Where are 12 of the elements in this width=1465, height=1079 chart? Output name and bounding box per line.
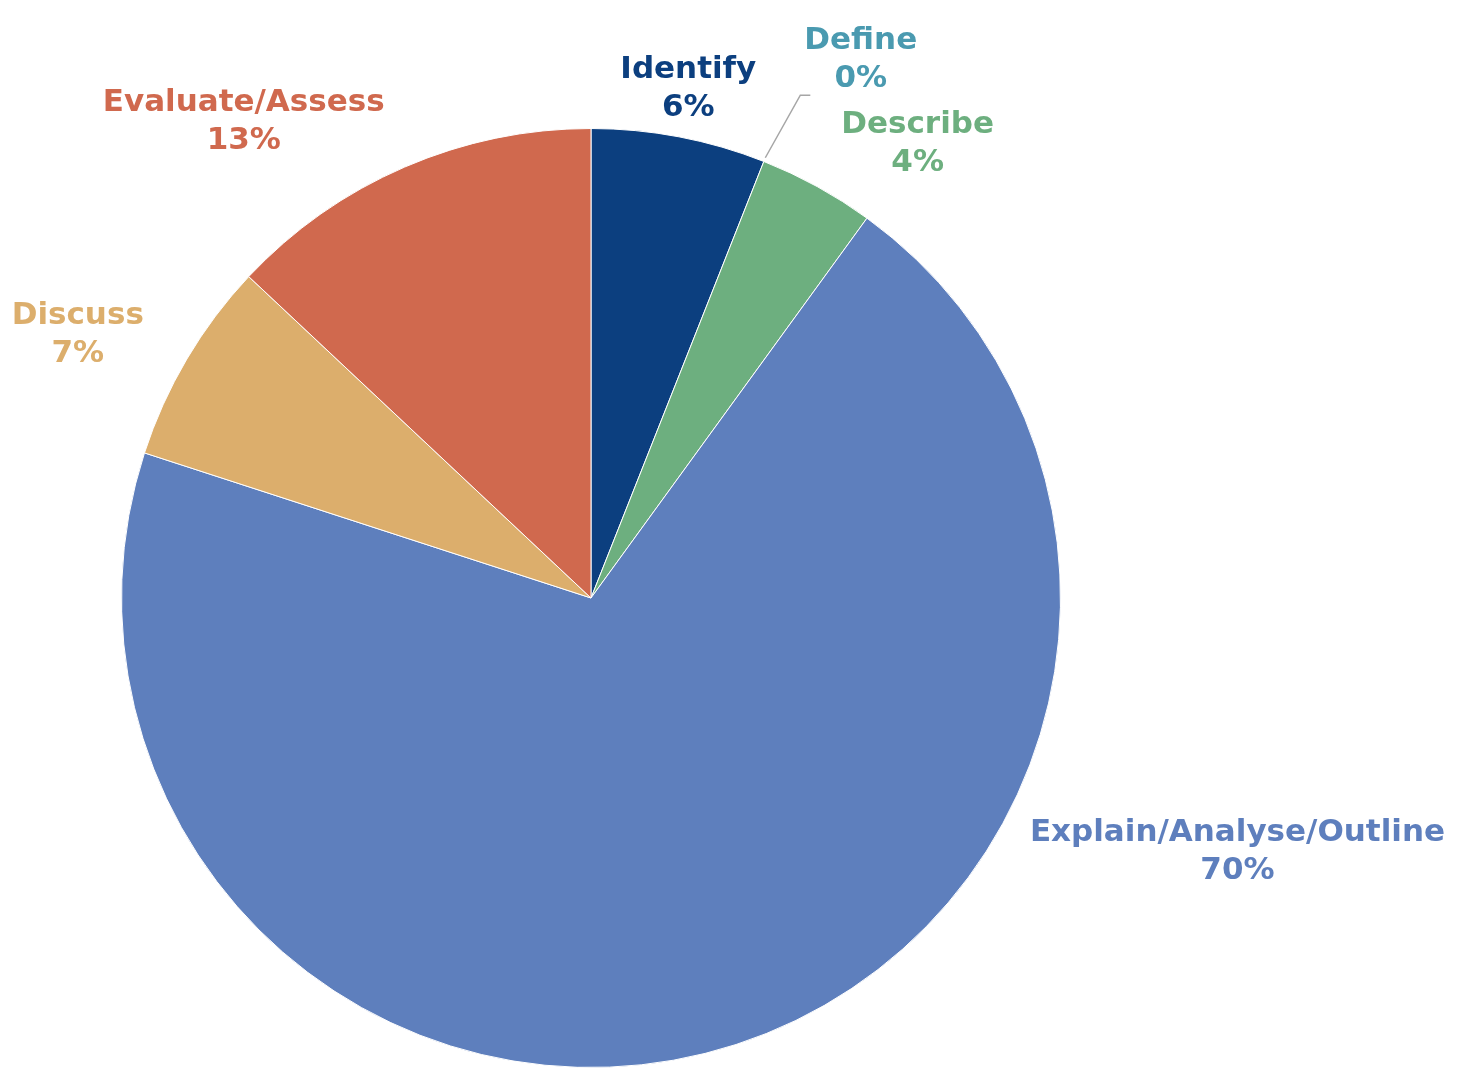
data-label: 6% bbox=[662, 86, 715, 123]
slice-label: Explain/Analyse/Outline bbox=[1029, 812, 1445, 849]
category-label: Define bbox=[804, 20, 918, 57]
data-label: 70% bbox=[1200, 850, 1275, 887]
slice-label: Evaluate/Assess bbox=[102, 82, 385, 119]
slice-label: Describe bbox=[841, 103, 994, 140]
text: 0% bbox=[834, 58, 888, 95]
data-label: 4% bbox=[891, 141, 944, 178]
slice-label: Discuss bbox=[11, 294, 144, 331]
data-label: 7% bbox=[51, 332, 105, 369]
slice-label: Identify bbox=[620, 48, 757, 85]
data-label: 13% bbox=[206, 120, 281, 157]
